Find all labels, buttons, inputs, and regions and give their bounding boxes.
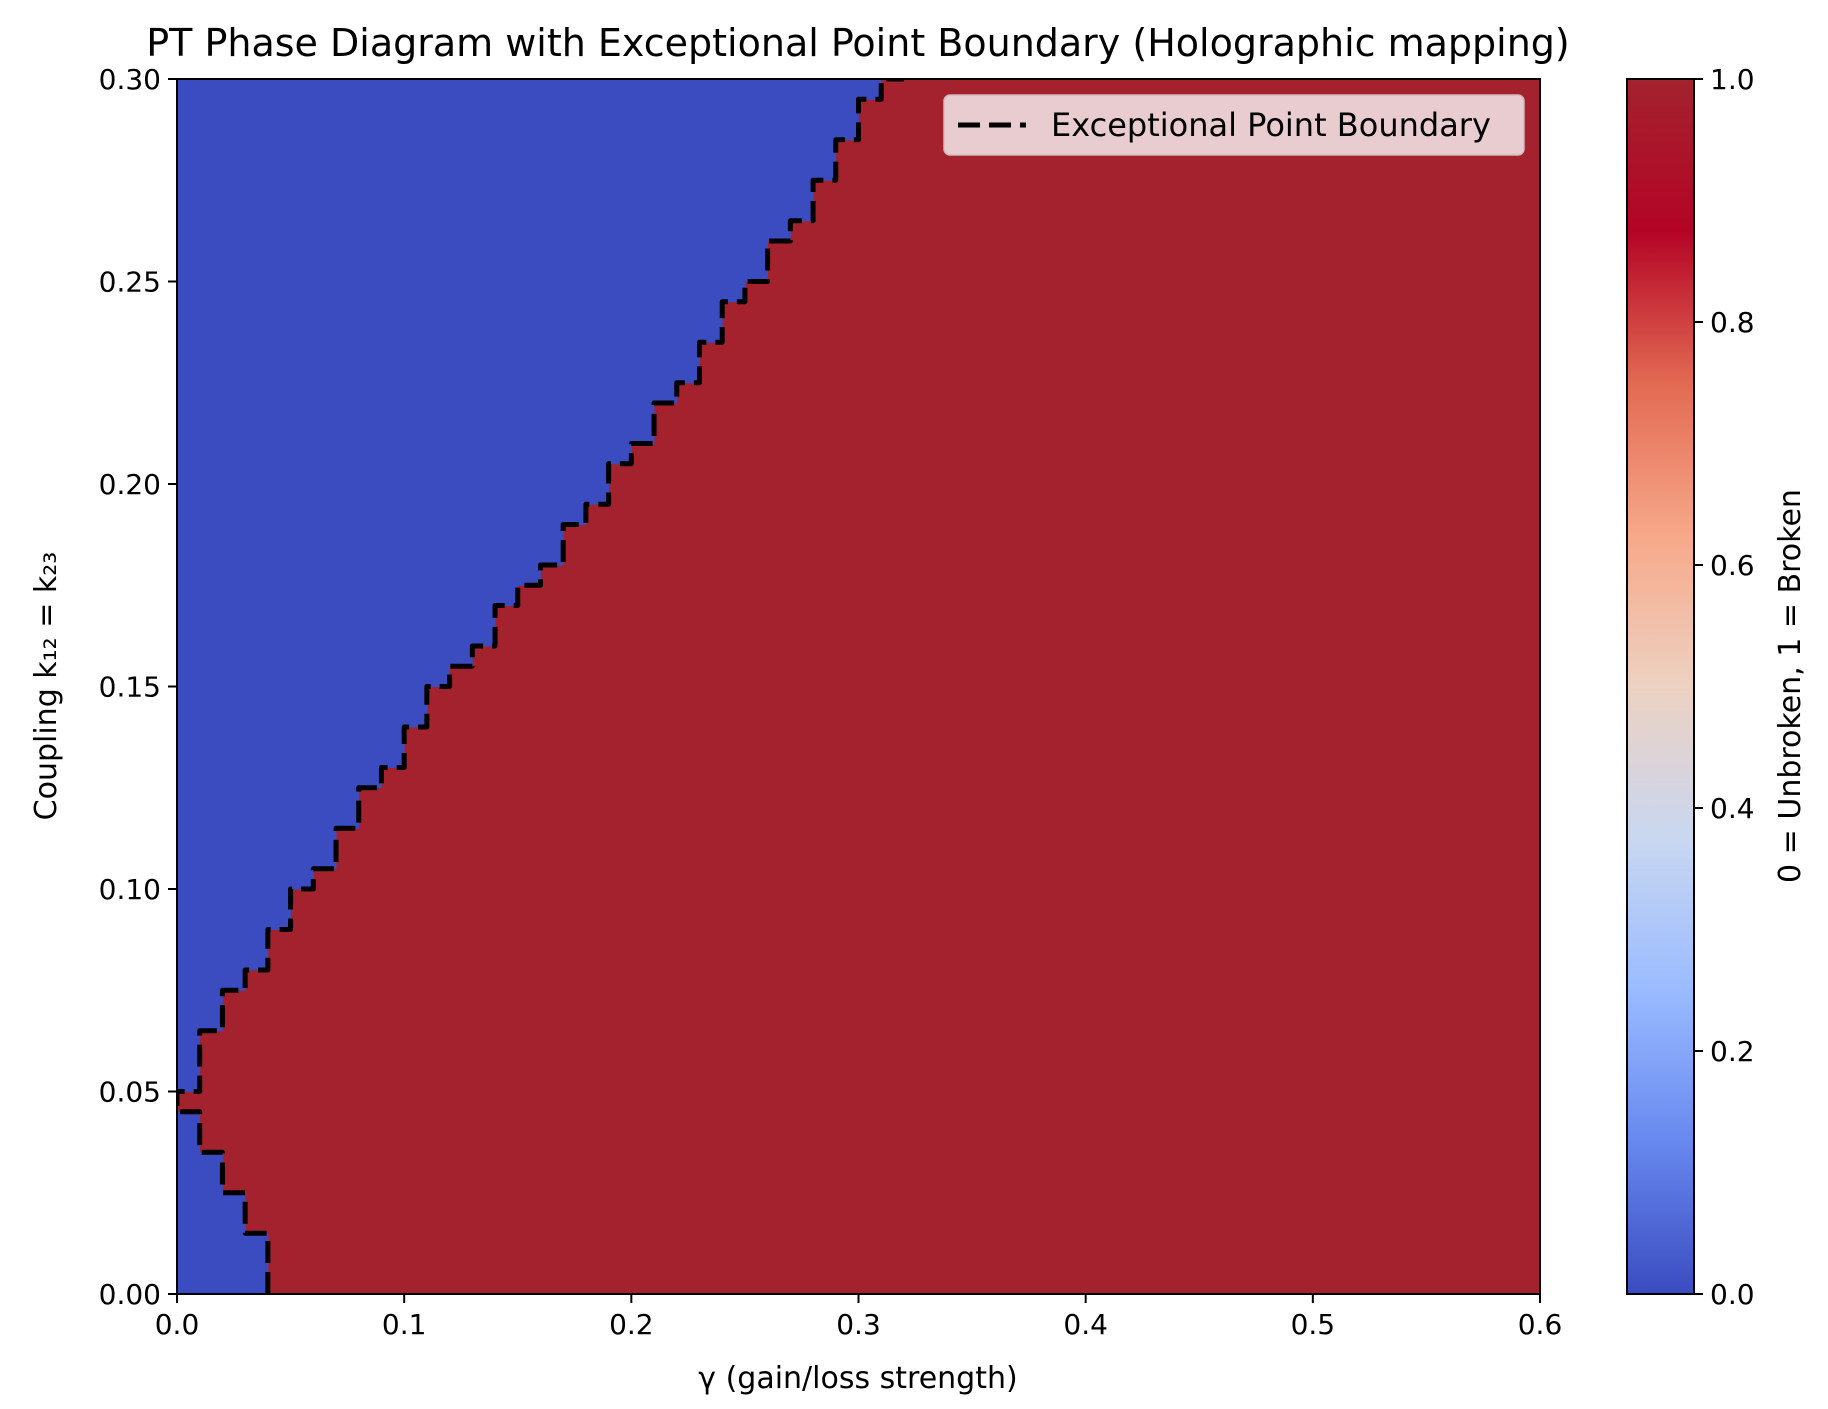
unbroken-phase-cell xyxy=(177,929,269,951)
x-tick-label: 0.6 xyxy=(1518,1308,1563,1341)
x-axis-ticks: 0.0 0.1 0.2 0.3 0.4 0.5 0.6 xyxy=(155,1294,1563,1341)
unbroken-phase-cell xyxy=(177,908,291,930)
unbroken-phase-cell xyxy=(177,119,859,141)
x-tick-label: 0.1 xyxy=(382,1308,427,1341)
unbroken-phase-cell xyxy=(177,888,291,910)
x-tick-label: 0.4 xyxy=(1063,1308,1108,1341)
unbroken-phase-cell xyxy=(177,139,837,161)
unbroken-phase-cell xyxy=(177,827,337,849)
unbroken-phase-cell xyxy=(177,159,837,181)
unbroken-phase-cell xyxy=(177,625,496,647)
unbroken-phase-cell xyxy=(177,463,610,485)
colorbar-tick-label: 0.8 xyxy=(1710,306,1755,339)
unbroken-phase-cell xyxy=(177,382,678,404)
legend: Exceptional Point Boundary xyxy=(943,94,1525,156)
unbroken-phase-cell xyxy=(177,767,382,789)
boundary-line-path xyxy=(177,79,904,1294)
y-axis-ticks: 0.00 0.05 0.10 0.15 0.20 0.25 0.30 xyxy=(99,63,177,1311)
colorbar xyxy=(1626,78,1695,1295)
unbroken-phase-cell xyxy=(177,1232,269,1254)
colorbar-tick-label: 0.4 xyxy=(1710,792,1755,825)
unbroken-phase-cell xyxy=(177,848,337,870)
y-tick-label: 0.20 xyxy=(99,468,161,501)
unbroken-phase-cell xyxy=(177,422,655,444)
colorbar-tick-label: 1.0 xyxy=(1710,63,1755,96)
unbroken-phase-cell xyxy=(177,503,587,525)
unbroken-phase-cell xyxy=(177,1010,223,1032)
unbroken-phase-cell xyxy=(177,1131,201,1153)
unbroken-phase-cell xyxy=(177,1212,246,1234)
y-tick-label: 0.05 xyxy=(99,1076,161,1109)
x-tick-label: 0.5 xyxy=(1291,1308,1336,1341)
unbroken-phase-cell xyxy=(177,706,428,728)
unbroken-phase-cell xyxy=(177,341,700,363)
chart-title: PT Phase Diagram with Exceptional Point … xyxy=(146,21,1569,65)
unbroken-phase-cell xyxy=(177,483,610,505)
x-axis-label: γ (gain/loss strength) xyxy=(698,1361,1017,1396)
unbroken-phase-cell xyxy=(177,726,405,748)
x-tick-label: 0.2 xyxy=(609,1308,654,1341)
unbroken-phase-cell xyxy=(177,281,746,303)
unbroken-phase-cell xyxy=(177,200,814,222)
unbroken-phase-cell xyxy=(177,605,496,627)
legend-box xyxy=(943,94,1525,156)
y-axis-label: Coupling k₁₂ = k₂₃ xyxy=(29,552,64,821)
unbroken-phase-cell xyxy=(177,787,360,809)
unbroken-phase-cell xyxy=(177,746,405,768)
unbroken-phase-cell xyxy=(177,949,269,971)
y-tick-label: 0.30 xyxy=(99,63,161,96)
unbroken-phase-cell xyxy=(177,1111,201,1133)
x-tick-label: 0.0 xyxy=(155,1308,200,1341)
colorbar-label: 0 = Unbroken, 1 = Broken xyxy=(1773,489,1808,883)
unbroken-phase-cell xyxy=(177,1253,269,1275)
y-tick-label: 0.00 xyxy=(99,1278,161,1311)
exceptional-point-boundary-line xyxy=(177,79,904,1294)
unbroken-phase-cell xyxy=(177,807,360,829)
unbroken-phase-cell xyxy=(177,969,246,991)
legend-label-boundary: Exceptional Point Boundary xyxy=(1051,106,1491,144)
y-tick-label: 0.10 xyxy=(99,873,161,906)
unbroken-phase-cell xyxy=(177,98,859,120)
heatmap-cells xyxy=(177,79,1540,1294)
colorbar-tick-label: 0.6 xyxy=(1710,549,1755,582)
unbroken-phase-cell xyxy=(177,402,655,424)
unbroken-phase-cell xyxy=(177,665,450,687)
unbroken-phase-cell xyxy=(177,1192,246,1214)
unbroken-phase-cell xyxy=(177,443,632,465)
unbroken-phase-cell xyxy=(177,564,541,586)
unbroken-phase-cell xyxy=(177,544,564,566)
unbroken-phase-cell xyxy=(177,79,882,100)
unbroken-phase-cell xyxy=(177,645,473,667)
unbroken-phase-cell xyxy=(177,260,769,282)
unbroken-phase-cell xyxy=(177,362,700,384)
x-tick-label: 0.3 xyxy=(836,1308,881,1341)
unbroken-phase-cell xyxy=(177,1050,201,1072)
unbroken-phase-cell xyxy=(177,179,814,201)
colorbar-tick-label: 0.2 xyxy=(1710,1035,1755,1068)
unbroken-phase-cell xyxy=(177,1151,223,1173)
colorbar-ticks: 0.0 0.2 0.4 0.6 0.8 1.0 xyxy=(1694,63,1755,1311)
y-tick-label: 0.25 xyxy=(99,266,161,299)
unbroken-phase-cell xyxy=(177,686,428,708)
unbroken-phase-cell xyxy=(177,524,564,546)
unbroken-phase-cell xyxy=(177,1070,201,1092)
unbroken-phase-cell xyxy=(177,301,723,323)
unbroken-phase-cell xyxy=(177,584,519,606)
y-tick-label: 0.15 xyxy=(99,671,161,704)
unbroken-phase-cell xyxy=(177,1172,223,1194)
unbroken-phase-cell xyxy=(177,321,723,343)
unbroken-phase-cell xyxy=(177,1030,201,1052)
unbroken-phase-cell xyxy=(177,989,223,1011)
unbroken-phase-cell xyxy=(177,1273,269,1294)
colorbar-tick-label: 0.0 xyxy=(1710,1278,1755,1311)
unbroken-phase-cell xyxy=(177,220,791,242)
unbroken-phase-cell xyxy=(177,240,769,262)
unbroken-phase-cell xyxy=(177,868,314,890)
